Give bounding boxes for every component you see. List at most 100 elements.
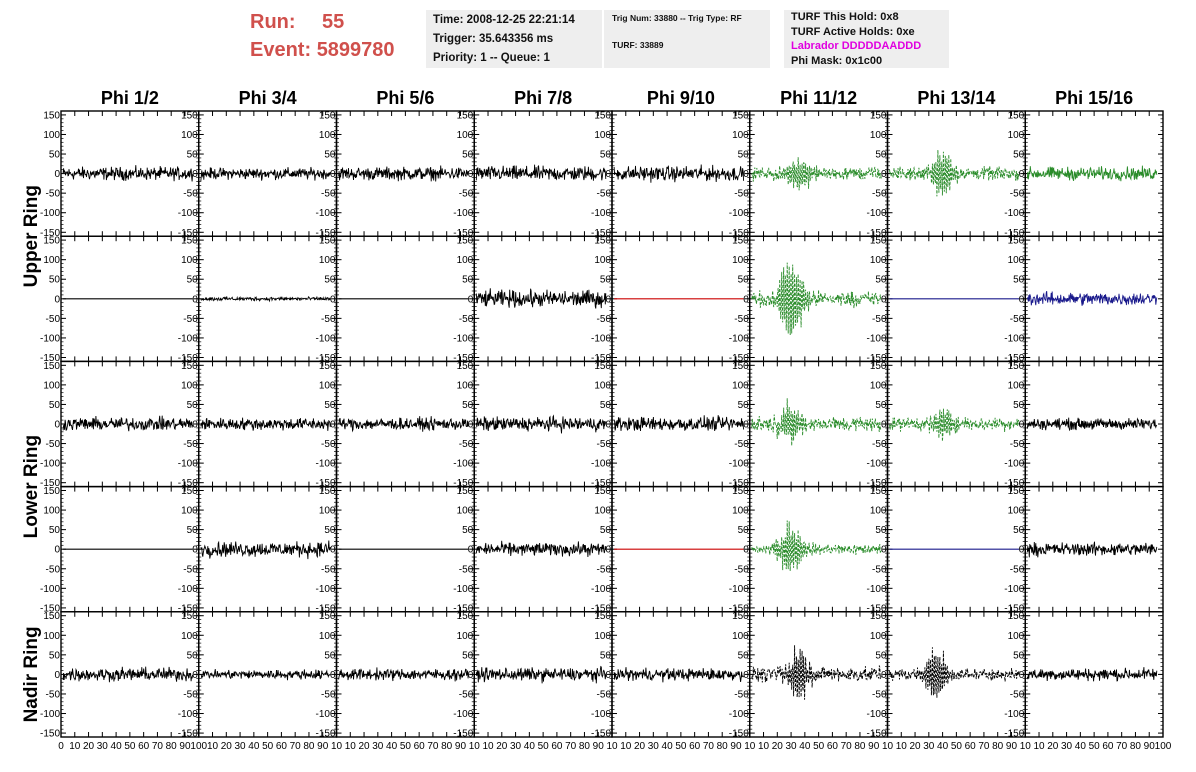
waveform-trace [613, 667, 745, 683]
x-tick-label: 90 [179, 741, 191, 752]
y-tick-label: -50 [46, 564, 61, 575]
y-tick-label: -50 [872, 564, 887, 575]
y-tick-label: -100 [729, 208, 749, 219]
y-tick-label: 0 [468, 670, 474, 681]
y-tick-label: 150 [181, 361, 198, 372]
y-tick-label: -50 [459, 689, 474, 700]
y-tick-label: 100 [1008, 631, 1025, 642]
x-tick-label: 90 [455, 741, 467, 752]
waveform-panel: -150 -100 -50 0 50 100 150 [40, 360, 200, 489]
y-tick-label: 150 [732, 110, 749, 121]
x-tick-label: 90 [1144, 741, 1156, 752]
waveform-panel: -150 -100 -50 0 50 100 150 [315, 235, 475, 364]
waveform-panel: -150 -100 -50 0 50 100 150 [178, 360, 338, 489]
waveform-trace [200, 166, 331, 182]
x-tick-label: 50 [675, 741, 687, 752]
y-tick-label: -150 [315, 353, 335, 364]
y-tick-label: 100 [457, 506, 474, 517]
y-tick-label: 0 [881, 670, 887, 681]
y-tick-label: 150 [457, 236, 474, 247]
y-tick-label: 150 [319, 361, 336, 372]
y-tick-label: 50 [1013, 650, 1025, 661]
y-tick-label: 150 [870, 236, 887, 247]
y-tick-label: 100 [43, 506, 60, 517]
y-tick-label: -50 [1010, 314, 1025, 325]
y-tick-label: -50 [321, 314, 336, 325]
y-tick-label: -100 [1004, 208, 1024, 219]
waveform-trace [889, 647, 1020, 698]
y-tick-label: 50 [875, 650, 887, 661]
waveform-trace [62, 666, 194, 683]
y-tick-label: 0 [330, 169, 336, 180]
waveform-panel: -150 -100 -50 0 50 100 150 [866, 110, 1026, 239]
y-tick-label: -50 [734, 564, 749, 575]
x-tick-label: 90 [868, 741, 880, 752]
y-tick-label: -150 [315, 603, 335, 614]
y-tick-label: 0 [54, 169, 60, 180]
y-tick-label: 100 [43, 380, 60, 391]
y-tick-label: -50 [1010, 189, 1025, 200]
x-tick-label: 80 [441, 741, 453, 752]
y-tick-label: 0 [605, 169, 611, 180]
y-tick-label: -150 [866, 353, 886, 364]
y-tick-label: -150 [1004, 603, 1024, 614]
y-tick-label: 0 [1019, 294, 1025, 305]
y-tick-label: -100 [453, 208, 473, 219]
x-tick-label: 80 [992, 741, 1004, 752]
waveform-panel: -150 -100 -50 0 50 100 150 [178, 110, 338, 239]
y-tick-label: 150 [319, 611, 336, 622]
x-tick-label: 50 [813, 741, 825, 752]
x-tick-label: 10 [744, 741, 756, 752]
y-tick-label: -100 [315, 459, 335, 470]
x-tick-label: 10 [69, 741, 81, 752]
trig-num-text: Trig Num: 33880 -- Trig Type: RF [612, 13, 742, 23]
waveform-trace [475, 665, 607, 684]
y-tick-label: 100 [594, 130, 611, 141]
y-tick-label: -50 [46, 314, 61, 325]
y-tick-label: 0 [743, 420, 749, 431]
x-tick-label: 30 [786, 741, 798, 752]
y-tick-label: 150 [732, 361, 749, 372]
y-tick-label: -150 [866, 478, 886, 489]
x-tick-label: 70 [290, 741, 302, 752]
y-tick-label: 0 [468, 294, 474, 305]
x-tick-label: 10 [331, 741, 343, 752]
y-tick-label: 100 [594, 380, 611, 391]
waveform-trace [751, 645, 882, 700]
y-tick-label: -150 [591, 228, 611, 239]
y-tick-label: -100 [315, 333, 335, 344]
waveform-panel: -150 -100 -50 0 50 100 150 [866, 360, 1026, 489]
y-tick-label: -100 [178, 709, 198, 720]
y-tick-label: -100 [40, 584, 60, 595]
y-tick-label: -150 [729, 729, 749, 740]
y-tick-label: 150 [457, 486, 474, 497]
waveform-panel: -150 -100 -50 0 50 100 150 [729, 485, 889, 614]
y-tick-label: -100 [453, 709, 473, 720]
waveform-trace [200, 417, 331, 431]
y-tick-label: -150 [453, 353, 473, 364]
waveform-panel: -150 -100 -50 0 50 100 150 [1004, 235, 1164, 364]
waveform-trace [475, 414, 607, 434]
y-tick-label: 150 [181, 110, 198, 121]
phi-column-label: Phi 9/10 [647, 88, 715, 108]
y-tick-label: 0 [605, 294, 611, 305]
y-tick-label: -150 [178, 729, 198, 740]
phi-column-label: Phi 3/4 [239, 88, 297, 108]
phi-column-label: Phi 13/14 [917, 88, 995, 108]
y-tick-label: 150 [43, 611, 60, 622]
x-tick-label: 90 [593, 741, 605, 752]
y-tick-label: -150 [591, 478, 611, 489]
y-tick-label: -100 [178, 208, 198, 219]
x-tick-label: 40 [1075, 741, 1087, 752]
y-tick-label: 150 [594, 486, 611, 497]
x-tick-label: 30 [97, 741, 109, 752]
y-tick-label: -100 [866, 459, 886, 470]
y-tick-label: 50 [462, 650, 474, 661]
y-tick-label: 0 [605, 670, 611, 681]
turf-active-holds-text: TURF Active Holds: 0xe [791, 25, 915, 38]
y-tick-label: -150 [178, 478, 198, 489]
x-tick-label: 20 [83, 741, 95, 752]
y-tick-label: -150 [591, 603, 611, 614]
y-tick-label: 50 [324, 275, 336, 286]
y-tick-label: -50 [459, 564, 474, 575]
